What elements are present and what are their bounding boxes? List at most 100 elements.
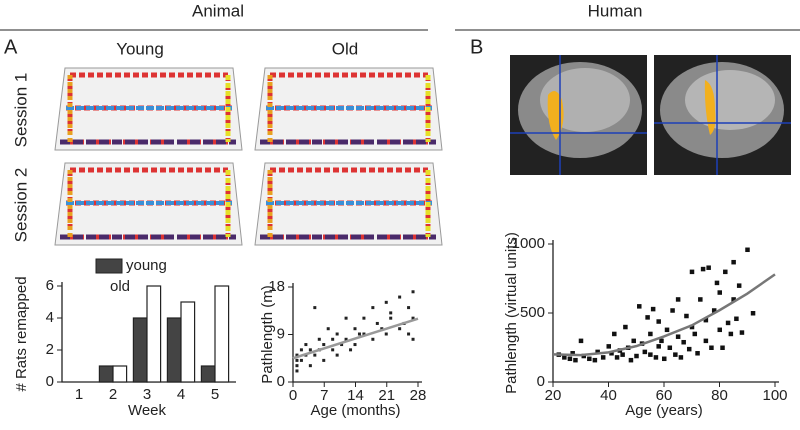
point [623,324,628,330]
y-tick-label: 0 [277,373,285,390]
x-axis-label: Week [128,402,167,419]
point [304,343,308,347]
y-tick-label: 4 [46,309,54,326]
point [703,338,709,344]
x-tick-label: 1 [75,386,83,403]
bar [132,317,148,383]
x-tick-label: 0 [289,387,297,404]
point [375,321,379,325]
bar [166,317,182,383]
point [628,357,634,363]
point [612,331,617,337]
y-tick-label: 9 [277,325,285,342]
point [681,339,686,345]
legend-swatch [96,280,122,294]
point [578,338,584,344]
x-tick-label: 5 [211,386,219,403]
point [353,327,357,331]
axis [292,283,422,383]
point [653,355,659,360]
point [299,348,303,352]
point [322,343,326,347]
point [731,259,736,265]
point [371,306,375,310]
x-tick-label: 20 [545,387,562,404]
point [620,352,625,357]
legend-label: young [126,257,167,274]
panel-letter: A [4,36,18,58]
point [725,320,731,326]
x-tick-label: 21 [378,387,395,404]
point [371,337,375,341]
point [606,344,611,349]
y-tick-label: 18 [268,278,285,295]
point [357,332,361,336]
point [384,332,388,336]
x-tick-label: 28 [410,387,427,404]
point [389,311,393,315]
point [567,356,573,362]
point [308,348,312,352]
point [700,266,706,272]
point [407,332,411,336]
point [398,327,402,331]
x-tick-label: 40 [600,387,617,404]
point [675,297,681,302]
point [411,290,415,294]
point [587,356,592,362]
point [631,338,636,344]
point [709,345,714,350]
point [344,316,348,320]
y-tick-label: 500 [520,304,545,321]
maze [54,67,243,151]
point [411,316,415,320]
point [706,265,711,270]
bar [98,365,114,383]
point [637,304,642,309]
point [317,337,321,341]
point [362,316,366,320]
fit-line [292,317,419,360]
point [678,355,684,360]
row-label: Session 2 [11,168,30,243]
point [295,358,299,362]
point [717,327,722,333]
x-tick-label: 100 [762,387,787,404]
point [734,316,739,322]
point [600,355,606,360]
point [659,338,664,344]
point [675,334,681,339]
point [714,280,720,286]
fit-line [552,273,776,357]
point [642,349,648,355]
y-axis-label: Pathlength (m) [259,285,276,383]
panel-letter: B [470,36,483,58]
bar [180,301,196,383]
point [695,351,700,356]
point [340,343,344,347]
point [398,295,402,299]
point [299,358,303,362]
point [728,331,734,337]
point [667,345,673,350]
point [570,351,575,356]
point [739,330,745,335]
point [573,357,578,363]
point [670,308,675,313]
point [731,297,736,302]
point [698,297,703,302]
x-tick-label: 7 [320,387,328,404]
bar [200,365,216,383]
point [295,364,299,368]
point [634,353,639,359]
point [656,344,661,349]
point [662,356,667,362]
point [745,247,750,253]
point [595,349,600,355]
point [349,348,353,352]
point [645,315,650,320]
bar [112,365,128,383]
point [648,352,653,357]
point [344,337,348,341]
